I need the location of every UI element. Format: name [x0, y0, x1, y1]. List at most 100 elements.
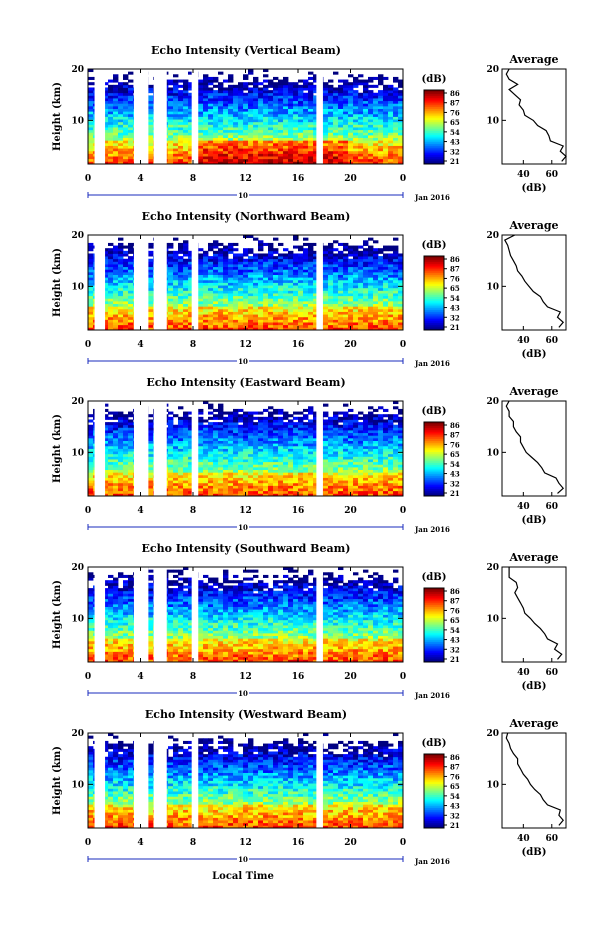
- heatmap-cell: [308, 269, 314, 273]
- heatmap-cell: [108, 488, 114, 492]
- heatmap-cell: [218, 82, 224, 86]
- heatmap-cell: [228, 92, 234, 96]
- heatmap-cell: [248, 256, 254, 260]
- heatmap-cell: [233, 134, 239, 139]
- heatmap-cell: [253, 269, 259, 273]
- heatmap-cell: [298, 158, 304, 162]
- heatmap-cell: [383, 285, 389, 289]
- heatmap-cell: [313, 156, 319, 160]
- heatmap-cell: [388, 137, 394, 141]
- heatmap-cell: [183, 242, 189, 246]
- heatmap-cell: [298, 108, 304, 112]
- heatmap-cell: [368, 124, 374, 128]
- heatmap-cell: [373, 493, 379, 497]
- heatmap-cell: [353, 119, 359, 123]
- heatmap-cell: [398, 298, 404, 302]
- panel-title: Echo Intensity (Eastward Beam): [146, 376, 345, 389]
- heatmap-cell: [118, 303, 124, 307]
- heatmap-cell: [258, 137, 264, 141]
- heatmap-cell: [328, 253, 334, 257]
- heatmap-cell: [118, 111, 124, 115]
- heatmap-cell: [313, 319, 319, 323]
- heatmap-cell: [313, 250, 319, 254]
- heatmap-cell: [338, 108, 344, 112]
- heatmap-cell: [178, 245, 184, 249]
- heatmap-cell: [268, 258, 274, 262]
- heatmap-cell: [183, 488, 189, 492]
- heatmap-cell: [168, 269, 174, 273]
- heatmap-cell: [268, 119, 274, 123]
- heatmap-cell: [223, 324, 229, 328]
- heatmap-cell: [108, 477, 114, 481]
- heatmap-cell: [358, 322, 364, 326]
- heatmap-cell: [103, 111, 109, 115]
- heatmap-cell: [263, 466, 269, 471]
- heatmap-cell: [183, 482, 189, 486]
- heatmap-cell: [308, 134, 314, 139]
- data-gap: [133, 69, 149, 164]
- heatmap-cell: [348, 253, 354, 257]
- heatmap-cell: [118, 274, 124, 278]
- heatmap-cell: [118, 264, 124, 268]
- heatmap-cell: [258, 100, 264, 104]
- heatmap-cell: [308, 493, 314, 497]
- heatmap-cell: [313, 316, 319, 320]
- heatmap-cell: [268, 306, 274, 310]
- heatmap-cell: [173, 127, 179, 131]
- heatmap-cell: [188, 103, 194, 107]
- heatmap-cell: [263, 134, 269, 139]
- heatmap-cell: [128, 490, 134, 494]
- heatmap-cell: [213, 137, 219, 141]
- heatmap-cell: [208, 472, 214, 476]
- heatmap-cell: [198, 79, 204, 83]
- heatmap-cell: [208, 493, 214, 497]
- heatmap-cell: [328, 150, 334, 154]
- heatmap-cell: [223, 108, 229, 112]
- heatmap-cell: [113, 108, 119, 112]
- heatmap-cell: [358, 290, 364, 294]
- heatmap-cell: [293, 261, 299, 265]
- heatmap-cell: [123, 150, 129, 154]
- heatmap-cell: [258, 477, 264, 481]
- heatmap-cell: [303, 129, 309, 133]
- heatmap-cell: [113, 271, 119, 275]
- heatmap-cell: [108, 314, 114, 318]
- heatmap-cell: [198, 87, 204, 91]
- heatmap-cell: [198, 121, 204, 125]
- heatmap-cell: [243, 271, 249, 275]
- heatmap-cell: [348, 245, 354, 249]
- heatmap-cell: [173, 261, 179, 265]
- heatmap-cell: [238, 316, 244, 320]
- heatmap-cell: [238, 490, 244, 494]
- colorbar-segment: [424, 259, 444, 262]
- heatmap-cell: [348, 274, 354, 278]
- heatmap-cell: [263, 269, 269, 273]
- heatmap-cell: [103, 87, 109, 91]
- heatmap-cell: [173, 92, 179, 96]
- heatmap-cell: [203, 127, 209, 131]
- heatmap-cell: [108, 306, 114, 310]
- heatmap-cell: [378, 308, 384, 312]
- heatmap-cell: [128, 129, 134, 133]
- heatmap-cell: [348, 482, 354, 486]
- heatmap-cell: [88, 464, 94, 468]
- heatmap-cell: [293, 124, 299, 128]
- heatmap-cell: [203, 308, 209, 312]
- heatmap-cell: [118, 132, 124, 136]
- heatmap-cell: [313, 469, 319, 473]
- heatmap-cell: [368, 306, 374, 310]
- heatmap-cell: [248, 311, 254, 315]
- heatmap-cell: [283, 150, 289, 154]
- heatmap-cell: [213, 95, 219, 99]
- heatmap-cell: [188, 274, 194, 278]
- heatmap-cell: [333, 248, 339, 252]
- heatmap-cell: [183, 108, 189, 112]
- heatmap-cell: [113, 261, 119, 265]
- colorbar-segment: [424, 305, 444, 309]
- colorbar-segment: [424, 300, 444, 303]
- heatmap-cell: [363, 293, 369, 297]
- heatmap-cell: [283, 271, 289, 275]
- heatmap-cell: [248, 258, 254, 262]
- heatmap-cell: [343, 116, 349, 120]
- heatmap-cell: [173, 264, 179, 268]
